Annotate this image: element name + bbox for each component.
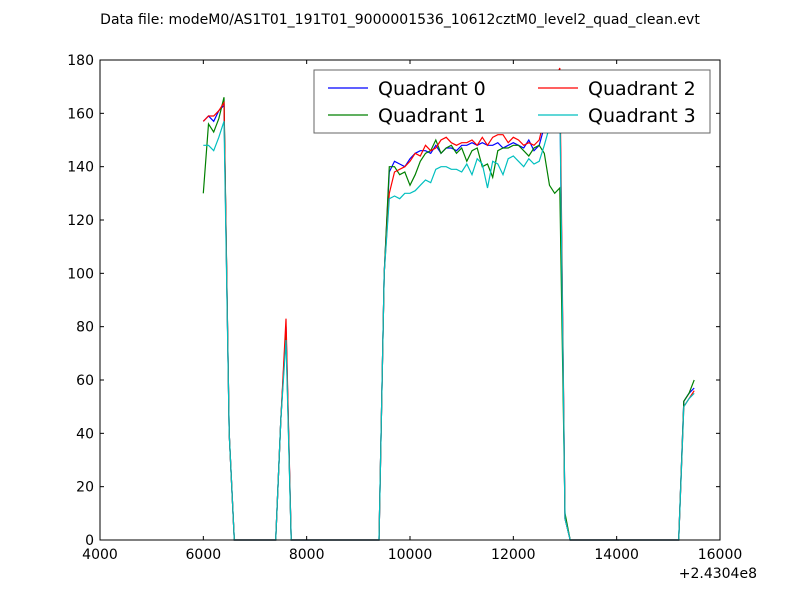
series-line-quadrant-1 (202, 97, 695, 541)
y-tick-label: 40 (76, 426, 94, 442)
y-tick-label: 20 (76, 480, 94, 496)
y-tick-label: 140 (67, 160, 94, 176)
y-tick-label: 160 (67, 106, 94, 122)
x-tick-label: 12000 (491, 547, 536, 563)
y-tick-label: 80 (76, 320, 94, 336)
series-line-quadrant-0 (202, 89, 695, 541)
legend-label-quadrant-0: Quadrant 0 (378, 78, 486, 100)
legend: Quadrant 0 Quadrant 1 Quadrant 2 Quadrant 3 (313, 69, 711, 134)
chart-title: Data file: modeM0/AS1T01_191T01_90000015… (100, 12, 700, 28)
series-line-quadrant-3 (203, 99, 695, 541)
ticks-layer: 4000 6000 8000 10000 12000 14000 16000 0 20 40 60 8… (67, 53, 742, 563)
x-tick-label: 16000 (698, 547, 743, 563)
y-tick-label: 0 (85, 533, 94, 549)
series-layer (202, 67, 695, 541)
legend-label-quadrant-3: Quadrant 3 (588, 105, 696, 127)
series-line-quadrant-2 (202, 67, 695, 541)
y-tick-label: 120 (67, 213, 94, 229)
x-tick-label: 4000 (82, 547, 118, 563)
x-tick-label: 6000 (186, 547, 222, 563)
y-tick-label: 100 (67, 266, 94, 282)
y-tick-label: 180 (67, 53, 94, 69)
x-tick-label: 8000 (289, 547, 325, 563)
legend-label-quadrant-2: Quadrant 2 (588, 78, 696, 100)
y-tick-label: 60 (76, 373, 94, 389)
legend-frame (313, 69, 711, 134)
x-offset-label: +2.4304e8 (679, 566, 757, 582)
x-tick-label: 10000 (388, 547, 433, 563)
x-tick-label: 14000 (594, 547, 639, 563)
legend-label-quadrant-1: Quadrant 1 (378, 105, 486, 127)
